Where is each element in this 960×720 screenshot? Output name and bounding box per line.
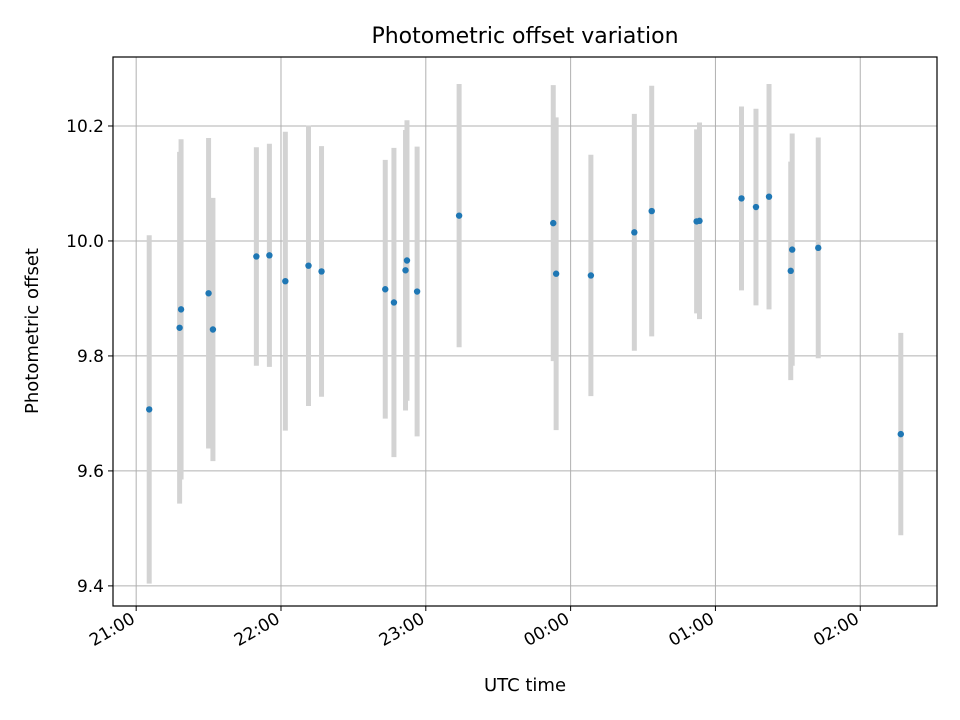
error-bars [146, 84, 904, 584]
plot-frame [112, 56, 938, 607]
y-tick-label: 10.0 [66, 232, 104, 252]
x-tick-label: 21:00 [86, 609, 138, 651]
data-point [552, 270, 560, 277]
data-point [382, 286, 389, 293]
x-tick-label: 23:00 [376, 609, 428, 651]
x-tick-label: 00:00 [521, 609, 573, 651]
data-point [176, 324, 183, 331]
data-point [318, 268, 325, 275]
data-point [765, 193, 773, 200]
data-points [146, 193, 904, 438]
y-tick-label: 9.4 [77, 577, 104, 597]
y-tick-label: 10.2 [66, 117, 104, 137]
data-point [205, 290, 212, 297]
data-point [209, 326, 217, 333]
chart-title: Photometric offset variation [371, 24, 678, 49]
data-point [402, 267, 409, 274]
x-axis-label: UTC time [484, 675, 566, 696]
x-tick-label: 02:00 [810, 609, 862, 651]
data-point [282, 277, 289, 285]
data-point [266, 252, 273, 259]
data-point [305, 262, 312, 269]
data-point [413, 288, 421, 295]
y-tick-label: 9.8 [77, 347, 104, 367]
y-axis-ticks: 9.4 9.6 9.8 10.0 10.2 [66, 117, 113, 597]
data-point [897, 430, 904, 438]
data-point [390, 299, 398, 306]
data-point [648, 207, 655, 215]
data-point [696, 217, 703, 225]
data-point [815, 244, 822, 252]
data-point [752, 203, 760, 211]
data-point [631, 229, 638, 236]
data-point [587, 272, 595, 279]
x-axis-ticks: 21:00 22:00 23:00 00:00 01:00 02:00 [86, 606, 863, 651]
data-point [146, 406, 153, 413]
x-tick-label: 22:00 [231, 609, 283, 651]
grid-lines [113, 57, 937, 606]
data-point [177, 306, 185, 313]
data-point [455, 212, 463, 219]
data-point [738, 195, 745, 202]
data-point [253, 253, 260, 260]
data-point [550, 219, 557, 227]
data-point [787, 267, 794, 275]
x-tick-label: 01:00 [665, 609, 717, 651]
y-tick-label: 9.6 [77, 462, 104, 482]
y-axis-label: Photometric offset [22, 248, 43, 414]
data-point [403, 257, 411, 264]
data-point [788, 246, 796, 253]
